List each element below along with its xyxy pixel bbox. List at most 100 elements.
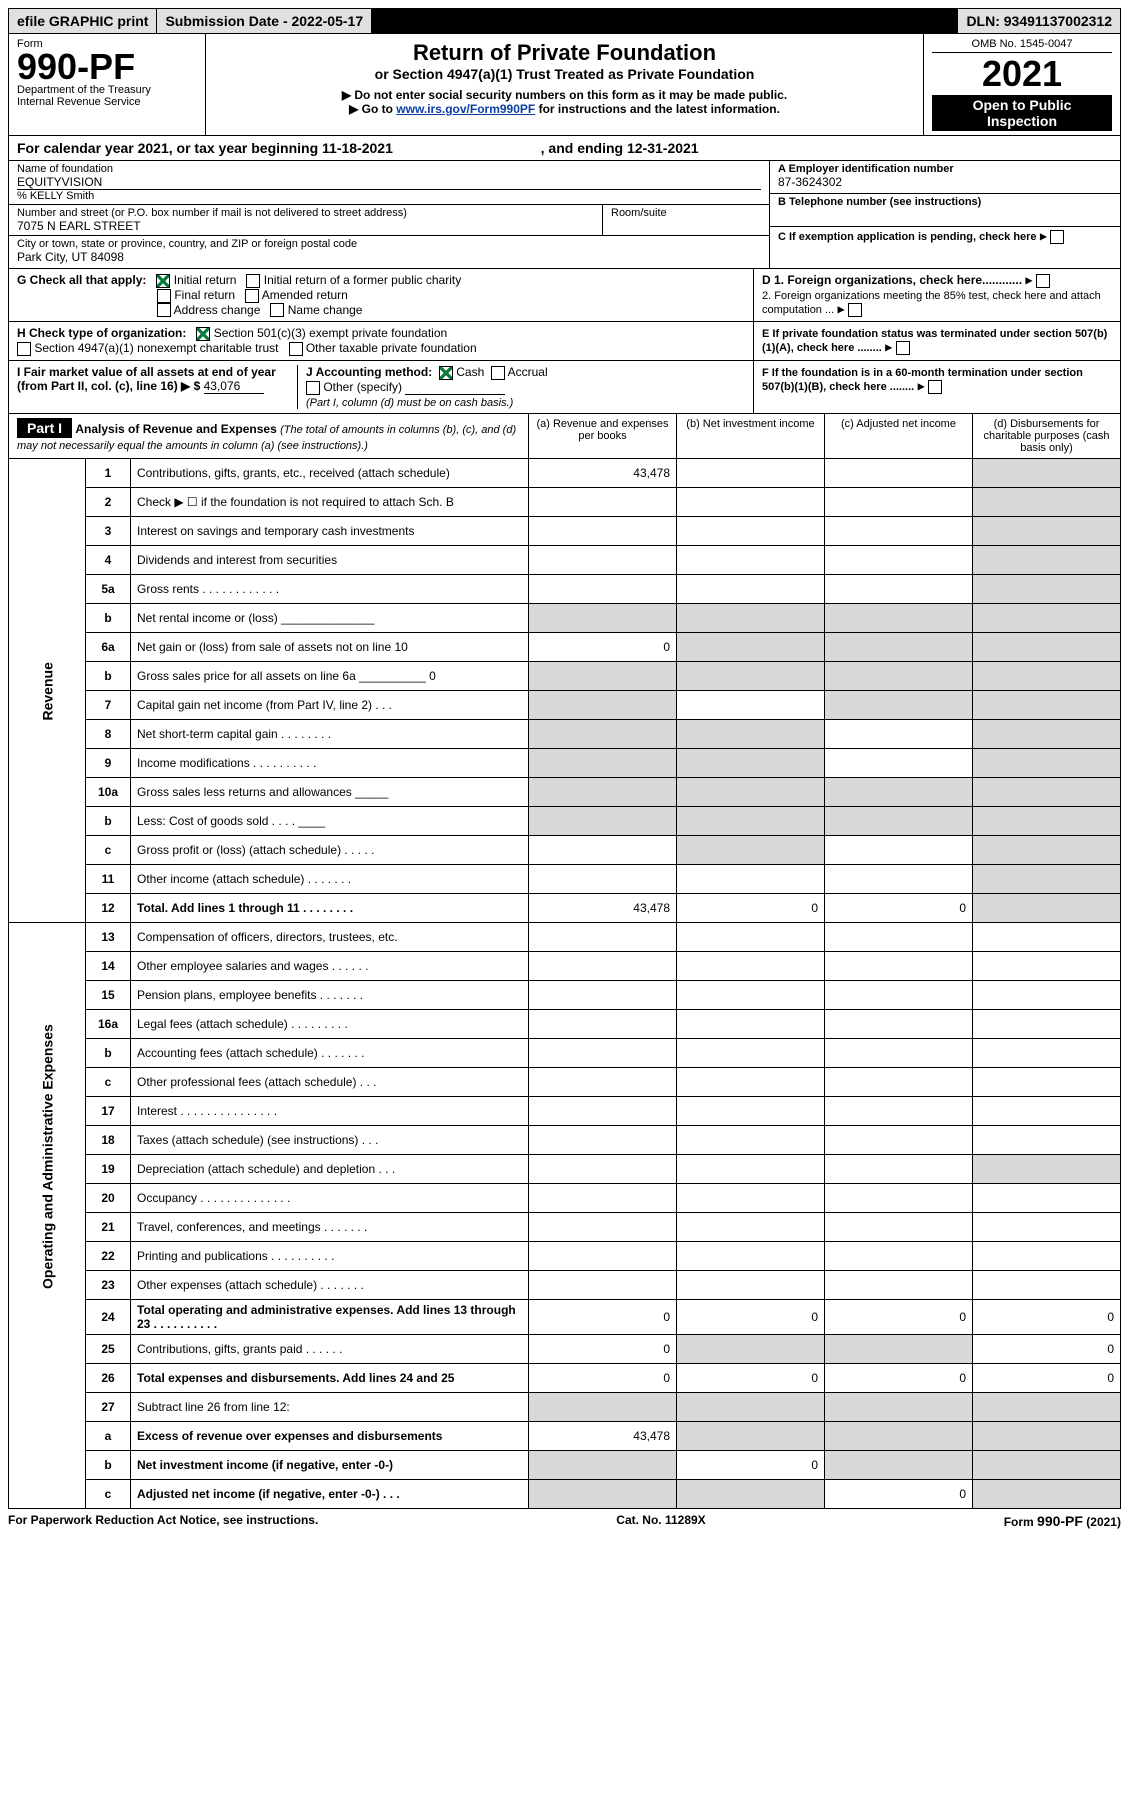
check-section-i-j: I Fair market value of all assets at end… xyxy=(8,361,1121,414)
line-number: a xyxy=(86,1421,131,1450)
form-number: 990-PF xyxy=(17,46,197,88)
line-number: 5a xyxy=(86,574,131,603)
line-number: 15 xyxy=(86,980,131,1009)
line-description: Dividends and interest from securities xyxy=(131,545,529,574)
col-c-head: (c) Adjusted net income xyxy=(824,414,972,458)
e-label: E If private foundation status was termi… xyxy=(762,328,1107,354)
line-number: 19 xyxy=(86,1154,131,1183)
table-row: aExcess of revenue over expenses and dis… xyxy=(9,1421,1121,1450)
form-header: Form 990-PF Department of the Treasury I… xyxy=(8,34,1121,136)
j-other-check[interactable] xyxy=(306,381,320,395)
c-label: C If exemption application is pending, c… xyxy=(778,231,1037,243)
table-row: 23Other expenses (attach schedule) . . .… xyxy=(9,1270,1121,1299)
page-footer: For Paperwork Reduction Act Notice, see … xyxy=(8,1509,1121,1533)
efile-print-label[interactable]: efile GRAPHIC print xyxy=(9,9,157,33)
line-description: Taxes (attach schedule) (see instruction… xyxy=(131,1125,529,1154)
table-row: 2Check ▶ ☐ if the foundation is not requ… xyxy=(9,487,1121,516)
g-name-check[interactable] xyxy=(270,303,284,317)
g-address-check[interactable] xyxy=(157,303,171,317)
table-row: 15Pension plans, employee benefits . . .… xyxy=(9,980,1121,1009)
h1-check[interactable] xyxy=(196,327,210,341)
line-number: 1 xyxy=(86,459,131,488)
table-row: 26Total expenses and disbursements. Add … xyxy=(9,1363,1121,1392)
section-label: Operating and Administrative Expenses xyxy=(9,922,86,1392)
table-row: 19Depreciation (attach schedule) and dep… xyxy=(9,1154,1121,1183)
line-number: 25 xyxy=(86,1334,131,1363)
table-row: Revenue1Contributions, gifts, grants, et… xyxy=(9,459,1121,488)
table-row: 3Interest on savings and temporary cash … xyxy=(9,516,1121,545)
line-number: 3 xyxy=(86,516,131,545)
title-main: Return of Private Foundation xyxy=(214,40,915,66)
line-number: 13 xyxy=(86,922,131,951)
line-description: Check ▶ ☐ if the foundation is not requi… xyxy=(131,487,529,516)
h-label: H Check type of organization: xyxy=(17,326,186,340)
street-address: 7075 N EARL STREET xyxy=(17,219,594,233)
d2-check[interactable] xyxy=(848,303,862,317)
table-row: 8Net short-term capital gain . . . . . .… xyxy=(9,719,1121,748)
c-checkbox[interactable] xyxy=(1050,230,1064,244)
g-initial-former-check[interactable] xyxy=(246,274,260,288)
table-row: 5aGross rents . . . . . . . . . . . . xyxy=(9,574,1121,603)
line-number: c xyxy=(86,835,131,864)
table-row: 10aGross sales less returns and allowanc… xyxy=(9,777,1121,806)
g-amended-check[interactable] xyxy=(245,289,259,303)
line-description: Contributions, gifts, grants, etc., rece… xyxy=(131,459,529,488)
line-number: 9 xyxy=(86,748,131,777)
open-public: Open to Public Inspection xyxy=(932,95,1112,131)
footer-mid: Cat. No. 11289X xyxy=(616,1513,705,1529)
table-row: 20Occupancy . . . . . . . . . . . . . . xyxy=(9,1183,1121,1212)
j-accrual-check[interactable] xyxy=(491,366,505,380)
section-label: Revenue xyxy=(9,459,86,923)
part1-header: Part I Analysis of Revenue and Expenses … xyxy=(8,414,1121,459)
f-check[interactable] xyxy=(928,380,942,394)
e-check[interactable] xyxy=(896,341,910,355)
line-number: 20 xyxy=(86,1183,131,1212)
line-description: Other employee salaries and wages . . . … xyxy=(131,951,529,980)
j-note: (Part I, column (d) must be on cash basi… xyxy=(306,397,513,409)
table-row: 16aLegal fees (attach schedule) . . . . … xyxy=(9,1009,1121,1038)
instructions-link[interactable]: www.irs.gov/Form990PF xyxy=(396,102,535,116)
tax-year: 2021 xyxy=(932,53,1112,95)
top-bar: efile GRAPHIC print Submission Date - 20… xyxy=(8,8,1121,34)
table-row: 24Total operating and administrative exp… xyxy=(9,1299,1121,1334)
line-description: Net short-term capital gain . . . . . . … xyxy=(131,719,529,748)
g-initial-return-check[interactable] xyxy=(156,274,170,288)
j-cash-check[interactable] xyxy=(439,366,453,380)
line-description: Other professional fees (attach schedule… xyxy=(131,1067,529,1096)
table-row: 12Total. Add lines 1 through 11 . . . . … xyxy=(9,893,1121,922)
ein: 87-3624302 xyxy=(778,175,1112,189)
line-description: Income modifications . . . . . . . . . . xyxy=(131,748,529,777)
j-label: J Accounting method: xyxy=(306,365,432,379)
table-row: bGross sales price for all assets on lin… xyxy=(9,661,1121,690)
table-row: bLess: Cost of goods sold . . . . ____ xyxy=(9,806,1121,835)
line-number: 14 xyxy=(86,951,131,980)
table-row: cGross profit or (loss) (attach schedule… xyxy=(9,835,1121,864)
line-number: c xyxy=(86,1479,131,1508)
line-number: 22 xyxy=(86,1241,131,1270)
h3-check[interactable] xyxy=(289,342,303,356)
line-description: Total expenses and disbursements. Add li… xyxy=(131,1363,529,1392)
line-description: Depreciation (attach schedule) and deple… xyxy=(131,1154,529,1183)
table-row: 9Income modifications . . . . . . . . . … xyxy=(9,748,1121,777)
line-number: b xyxy=(86,661,131,690)
a-label: A Employer identification number xyxy=(778,163,1112,175)
check-section-h: H Check type of organization: Section 50… xyxy=(8,322,1121,361)
title-sub: or Section 4947(a)(1) Trust Treated as P… xyxy=(214,66,915,82)
dln: DLN: 93491137002312 xyxy=(958,9,1120,33)
check-section-g-h: G Check all that apply: Initial return I… xyxy=(8,269,1121,322)
d1-check[interactable] xyxy=(1036,274,1050,288)
g-label: G Check all that apply: xyxy=(17,273,146,287)
g-final-check[interactable] xyxy=(157,289,171,303)
name-label: Name of foundation xyxy=(17,163,761,175)
co-name: % KELLY Smith xyxy=(17,189,761,202)
instr-1: ▶ Do not enter social security numbers o… xyxy=(214,88,915,102)
h2-check[interactable] xyxy=(17,342,31,356)
table-row: 4Dividends and interest from securities xyxy=(9,545,1121,574)
line-description: Gross profit or (loss) (attach schedule)… xyxy=(131,835,529,864)
table-row: bNet rental income or (loss) ___________… xyxy=(9,603,1121,632)
d1-label: D 1. Foreign organizations, check here..… xyxy=(762,273,1022,287)
line-description: Printing and publications . . . . . . . … xyxy=(131,1241,529,1270)
col-b-head: (b) Net investment income xyxy=(676,414,824,458)
line-number: 21 xyxy=(86,1212,131,1241)
line-number: 10a xyxy=(86,777,131,806)
